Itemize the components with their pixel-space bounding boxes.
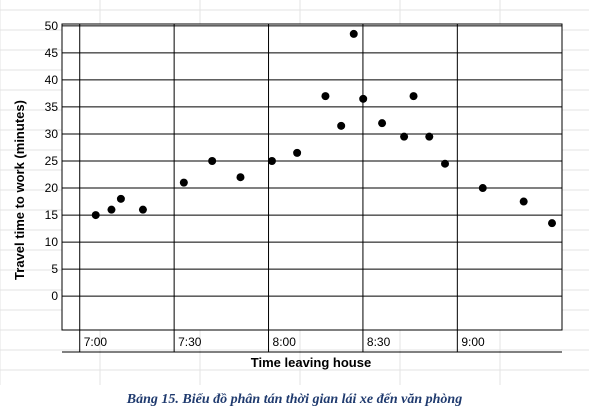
data-point (138, 205, 147, 214)
x-tick-label: 7:00 (84, 335, 108, 349)
y-tick-labels: 0 5 10 15 20 25 30 35 40 45 50 (45, 19, 59, 303)
y-tick-label: 0 (51, 289, 58, 303)
x-tick-labels: 7:00 7:30 8:00 8:30 9:00 (84, 335, 485, 349)
data-point (208, 157, 217, 165)
data-point (267, 157, 276, 165)
plot-area (61, 23, 563, 331)
x-axis-title: Time leaving house (251, 355, 371, 370)
y-axis-title: Travel time to work (minutes) (12, 100, 27, 280)
data-point (425, 132, 434, 141)
y-tick-label: 15 (45, 208, 59, 222)
data-point (441, 159, 450, 168)
figure-caption: Bảng 15. Biểu đồ phân tán thời gian lái … (126, 392, 463, 407)
data-point (116, 194, 125, 203)
data-point (337, 121, 346, 130)
data-point (293, 148, 302, 157)
y-tick-label: 45 (45, 46, 59, 60)
y-tick-label: 35 (45, 100, 59, 114)
data-point (236, 173, 245, 182)
data-point (359, 94, 368, 103)
data-points (91, 29, 556, 228)
scatter-chart: 0 5 10 15 20 25 30 35 40 45 50 7:00 7:30 8:00 8:30 9:0… (0, 0, 589, 385)
y-tick-label: 50 (45, 19, 59, 33)
data-point (91, 211, 100, 220)
data-point (321, 92, 330, 101)
data-point (478, 184, 487, 193)
data-point (400, 132, 409, 141)
data-point (519, 197, 528, 206)
y-tick-label: 10 (45, 235, 59, 249)
data-point (179, 178, 188, 187)
y-tick-label: 5 (51, 262, 58, 276)
y-tick-label: 30 (45, 127, 59, 141)
data-point (378, 119, 387, 128)
x-tick-label: 7:30 (178, 335, 202, 349)
x-tick-label: 8:30 (367, 335, 391, 349)
x-tick-label: 8:00 (273, 335, 297, 349)
x-tick-label: 9:00 (461, 335, 485, 349)
y-tick-label: 20 (45, 181, 59, 195)
y-tick-label: 25 (45, 154, 59, 168)
grid (0, 0, 589, 385)
data-point (349, 29, 358, 38)
data-point (548, 219, 556, 228)
data-point (409, 92, 418, 101)
y-tick-label: 40 (45, 73, 59, 87)
data-point (107, 205, 116, 214)
